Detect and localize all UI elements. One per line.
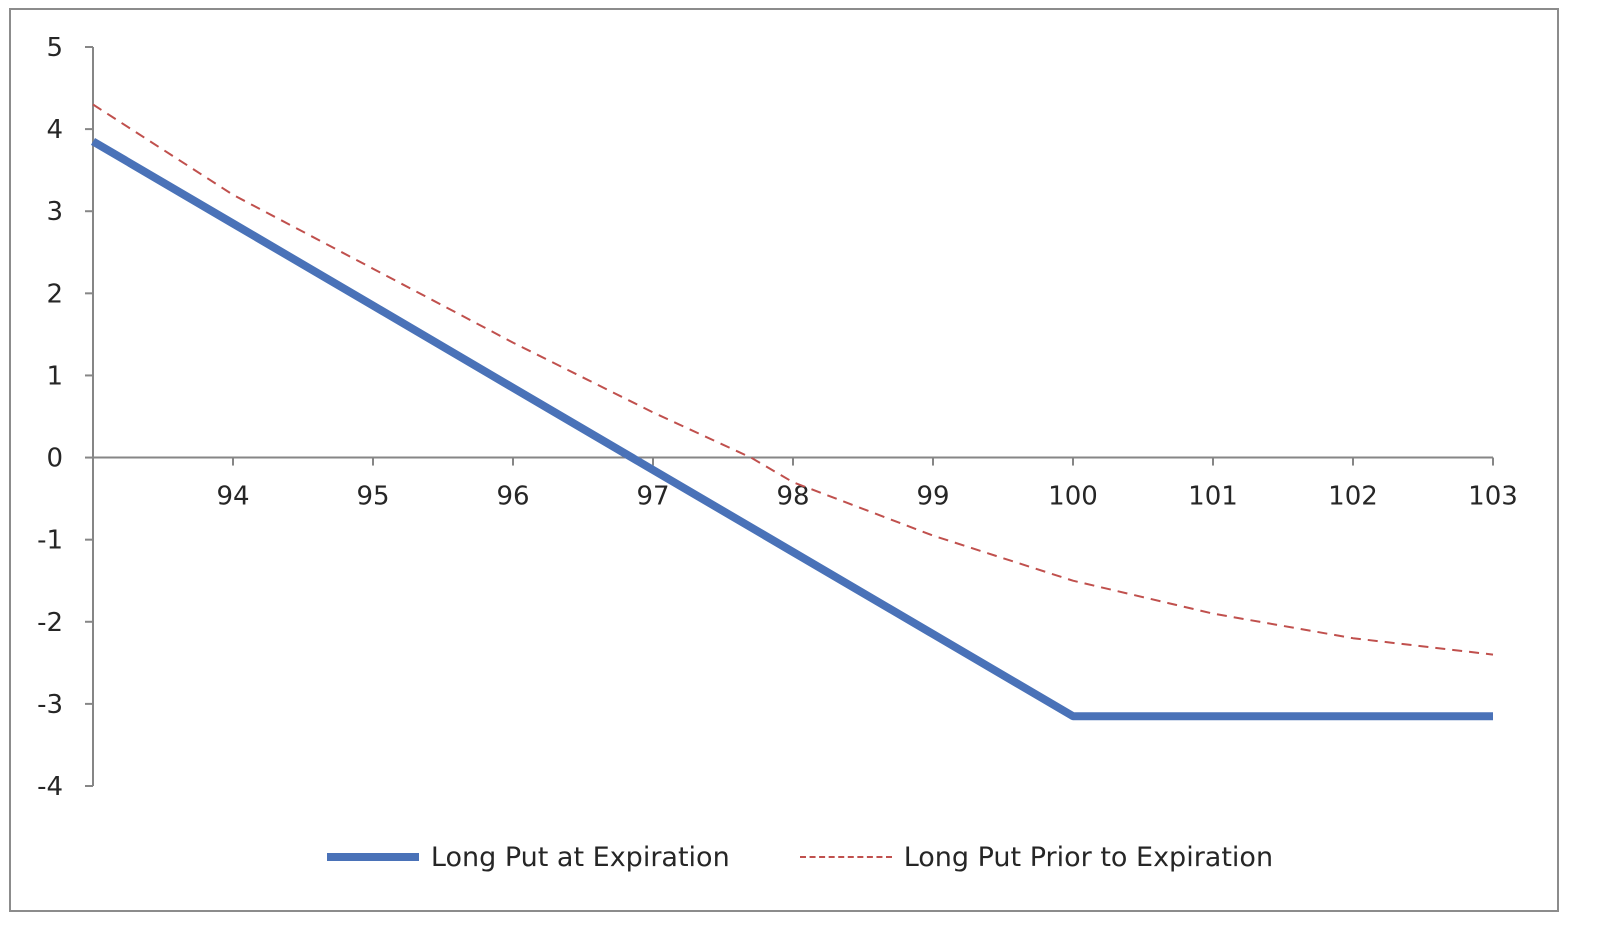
x-tick-label: 99 (916, 482, 949, 512)
legend-item-expiration: Long Put at Expiration (326, 841, 730, 873)
y-tick-label: -1 (37, 526, 63, 556)
x-tick-label: 94 (216, 482, 249, 512)
x-tick-label: 103 (1468, 482, 1518, 512)
chart-frame (9, 8, 1559, 912)
x-tick-label: 100 (1048, 482, 1098, 512)
y-tick-label: 1 (46, 361, 63, 391)
y-tick-label: -4 (37, 772, 63, 802)
x-tick-label: 97 (636, 482, 669, 512)
x-tick-label: 101 (1188, 482, 1238, 512)
y-tick-label: 4 (46, 115, 63, 145)
y-tick-label: 5 (46, 33, 63, 63)
y-tick-label: -2 (37, 608, 63, 638)
series-layer (90, 103, 1494, 721)
series-line-prior (92, 103, 1494, 656)
y-tick-label: -3 (37, 690, 63, 720)
y-tick-label: 0 (46, 444, 63, 474)
y-tick-label: 2 (46, 279, 63, 309)
legend: Long Put at Expiration Long Put Prior to… (0, 835, 1600, 879)
legend-item-prior: Long Put Prior to Expiration (799, 841, 1274, 873)
series-line-expiration (90, 137, 1493, 721)
x-tick-label: 95 (356, 482, 389, 512)
y-tick-label: 3 (46, 197, 63, 227)
legend-label-prior: Long Put Prior to Expiration (903, 841, 1274, 873)
legend-swatch-solid (326, 853, 419, 861)
x-tick-label: 96 (496, 482, 529, 512)
legend-swatch-dashed (799, 856, 892, 858)
legend-label-expiration: Long Put at Expiration (430, 841, 730, 873)
x-tick-label: 102 (1328, 482, 1378, 512)
